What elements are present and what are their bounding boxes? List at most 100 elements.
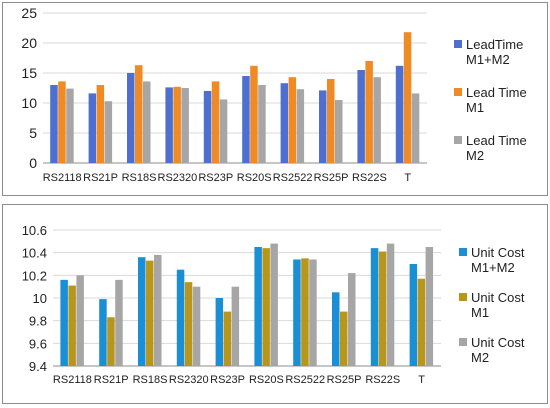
legend-swatch (454, 40, 462, 48)
bar-lead-time-m2 (104, 101, 113, 163)
legend-label: Lead Time M2 (466, 133, 527, 163)
legend-line: M1+M2 (466, 52, 510, 67)
bar-unit-cost-m2 (348, 273, 356, 366)
bar-leadtime-m1-m2 (357, 70, 365, 163)
bar-lead-time-m2 (219, 99, 228, 163)
x-tick-label: RS25P (314, 172, 349, 184)
bar-lead-time-m1 (58, 81, 66, 163)
bar-unit-cost-m2 (425, 247, 434, 366)
bar-unit-cost-m1 (378, 251, 387, 366)
x-tick-label: RS22S (352, 172, 387, 184)
y-tick-label: 15 (21, 65, 37, 81)
bar-unit-cost-m1-m2 (60, 279, 68, 366)
bar-lead-time-m2 (373, 77, 381, 163)
y-tick-label: 9.4 (29, 359, 47, 374)
bar-unit-cost-m2 (309, 259, 317, 366)
legend-line: M1+M2 (471, 260, 515, 275)
bar-unit-cost-m2 (154, 254, 162, 366)
bar-lead-time-m1 (327, 79, 335, 163)
legend-line: Unit Cost (471, 245, 525, 260)
bar-unit-cost-m2 (270, 243, 278, 366)
bar-unit-cost-m2 (231, 286, 240, 366)
legend-line: M2 (471, 350, 489, 365)
x-tick-label: RS21P (94, 374, 129, 386)
bar-lead-time-m1 (211, 81, 220, 163)
bar-unit-cost-m1-m2 (293, 259, 301, 366)
y-tick-label: 5 (29, 125, 37, 141)
bar-lead-time-m2 (411, 93, 420, 163)
bar-lead-time-m2 (66, 88, 74, 163)
x-tick-label: RS20S (249, 374, 284, 386)
legend-swatch (454, 88, 462, 96)
legend-swatch (459, 248, 467, 256)
bar-unit-cost-m1 (340, 311, 348, 366)
x-tick-label: T (418, 374, 425, 386)
legend-line: Unit Cost (471, 335, 525, 350)
y-tick-label: 10.6 (22, 223, 47, 238)
legend-swatch (459, 338, 467, 346)
x-tick-label: RS23P (210, 374, 245, 386)
legend-line: M1 (471, 305, 489, 320)
x-tick-label: T (404, 172, 411, 184)
legend-label: Unit Cost M2 (471, 335, 525, 365)
x-tick-label: RS2320 (158, 172, 198, 184)
bar-unit-cost-m1-m2 (254, 247, 262, 366)
x-tick-label: RS23P (198, 172, 233, 184)
bar-unit-cost-m1-m2 (332, 292, 340, 366)
x-tick-label: RS18S (133, 374, 168, 386)
legend-line: Unit Cost (471, 290, 525, 305)
bar-unit-cost-m1 (184, 282, 193, 366)
bar-unit-cost-m1 (417, 278, 426, 366)
bar-lead-time-m1 (365, 61, 373, 163)
bar-leadtime-m1-m2 (242, 76, 250, 163)
bar-lead-time-m2 (143, 81, 151, 163)
legend-line: Lead Time (466, 85, 527, 100)
legend-swatch (459, 293, 467, 301)
x-tick-label: RS2118 (53, 374, 92, 386)
y-tick-label: 10.4 (22, 246, 47, 261)
bar-lead-time-m2 (335, 100, 343, 163)
x-tick-label: RS2522 (285, 374, 325, 386)
bar-unit-cost-m1 (146, 260, 154, 366)
y-tick-label: 10.2 (22, 268, 47, 283)
bar-leadtime-m1-m2 (165, 87, 173, 163)
x-tick-label: RS21P (83, 172, 118, 184)
bar-lead-time-m2 (296, 89, 305, 163)
bar-unit-cost-m1-m2 (176, 269, 185, 366)
bar-lead-time-m1 (96, 85, 105, 163)
bar-lead-time-m2 (181, 88, 189, 163)
legend-label: Unit Cost M1 (471, 290, 525, 320)
y-tick-label: 0 (29, 155, 37, 171)
bar-unit-cost-m1 (301, 258, 309, 366)
x-tick-label: RS22S (365, 374, 400, 386)
bar-leadtime-m1-m2 (88, 93, 97, 163)
legend-line: LeadTime (466, 37, 523, 52)
legend-line: Lead Time (466, 133, 527, 148)
legend-swatch (454, 136, 462, 144)
y-tick-label: 20 (21, 35, 37, 51)
bar-lead-time-m2 (258, 85, 266, 163)
bar-lead-time-m1 (288, 77, 297, 163)
y-tick-label: 25 (21, 5, 37, 21)
legend-line: M2 (466, 148, 484, 163)
bar-leadtime-m1-m2 (319, 90, 327, 163)
x-tick-label: RS18S (122, 172, 157, 184)
bar-unit-cost-m1-m2 (138, 257, 146, 366)
x-tick-label: RS2118 (43, 172, 82, 184)
bar-unit-cost-m2 (76, 275, 84, 366)
legend-label: LeadTime M1+M2 (466, 37, 523, 67)
bar-unit-cost-m2 (192, 286, 201, 366)
bar-unit-cost-m1-m2 (215, 298, 224, 366)
y-tick-label: 9.8 (29, 314, 47, 329)
bar-unit-cost-m1 (107, 317, 115, 366)
y-tick-label: 10 (33, 291, 47, 306)
bar-unit-cost-m1-m2 (370, 248, 379, 366)
lead-time-chart: 0 5 10 15 20 25 RS2118 RS21P RS18S RS2320 RS23P RS2… (2, 2, 548, 196)
bar-leadtime-m1-m2 (50, 85, 58, 163)
bar-leadtime-m1-m2 (395, 65, 404, 163)
x-tick-label: RS2522 (273, 172, 313, 184)
bar-unit-cost-m2 (386, 243, 395, 366)
x-tick-label: RS20S (237, 172, 272, 184)
